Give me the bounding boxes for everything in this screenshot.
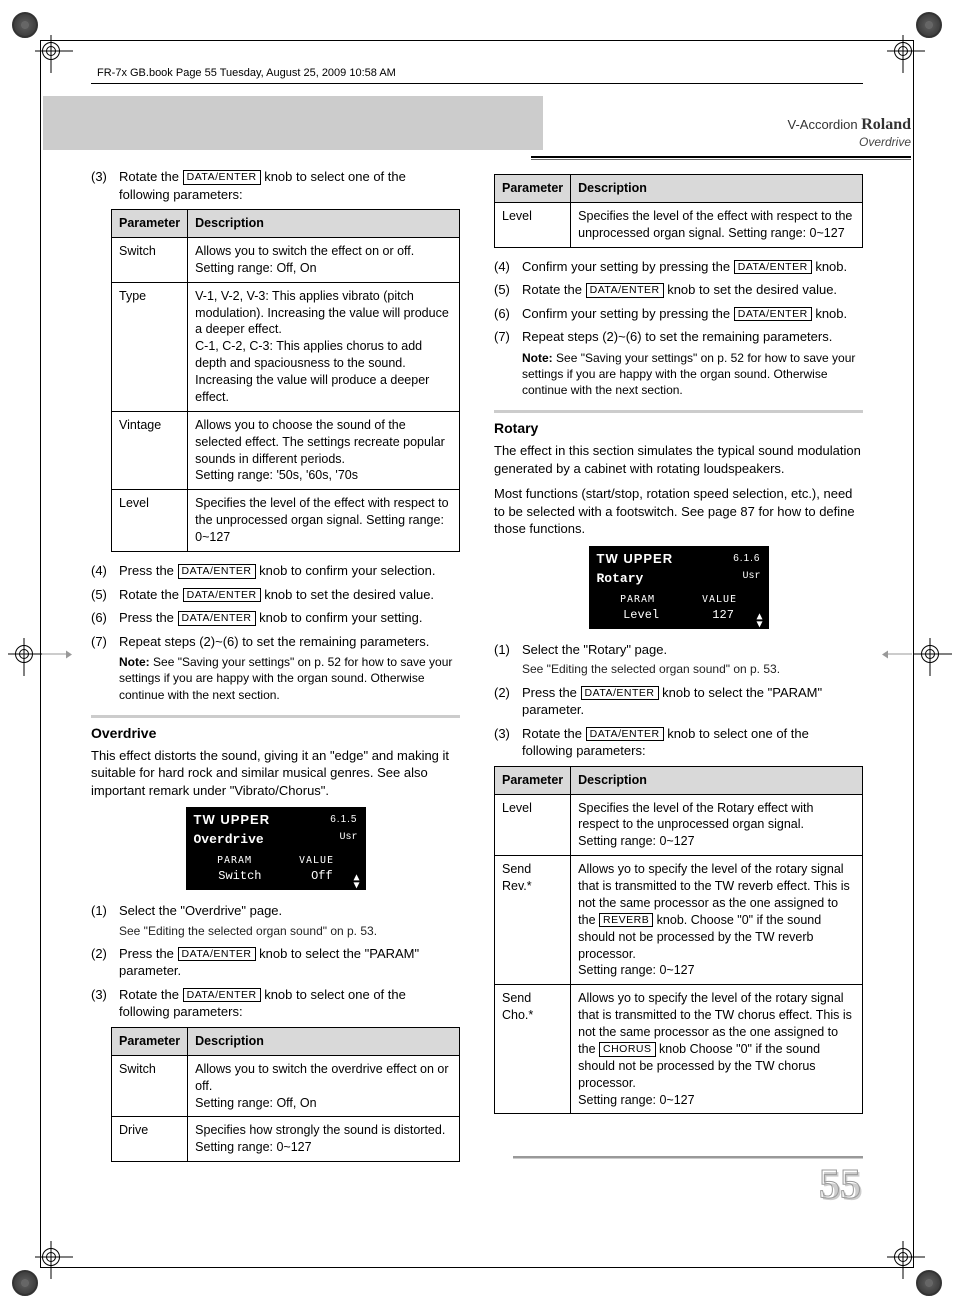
data-enter-button: DATA/ENTER [581,686,659,701]
param-cell: Drive [112,1117,188,1162]
rotary-heading: Rotary [494,410,863,438]
step-text: Rotate the DATA/ENTER knob to select one… [119,168,460,203]
data-enter-button: DATA/ENTER [183,170,261,185]
desc-cell: Allows yo to specify the level of the ro… [571,856,863,985]
param-cell: Send Cho.* [495,985,571,1114]
desc-cell: V-1, V-2, V-3: This applies vibrato (pit… [188,282,460,411]
cropmark-left [8,638,40,670]
page-footer-rule [513,1156,863,1159]
param-cell: Vintage [112,411,188,490]
data-enter-button: DATA/ENTER [178,564,256,579]
rotary-table: Parameter Description LevelSpecifies the… [494,766,863,1115]
data-enter-button: DATA/ENTER [178,947,256,962]
corner-ornament-tr [916,12,942,38]
table-row: LevelSpecifies the level of the Rotary e… [495,794,863,856]
param-cell: Level [112,490,188,552]
desc-cell: Allows yo to specify the level of the ro… [571,985,863,1114]
left-column: (3) Rotate the DATA/ENTER knob to select… [91,168,460,1172]
param-cell: Level [495,202,571,247]
param-cell: Send Rev.* [495,856,571,985]
param-cell: Level [495,794,571,856]
level-table: Parameter Description LevelSpecifies the… [494,174,863,248]
overdrive-heading: Overdrive [91,715,460,743]
cropmark-right [914,638,946,670]
rotary-p2: Most functions (start/stop, rotation spe… [494,485,863,538]
page-header: V-Accordion Roland Overdrive [91,96,863,162]
table-row: TypeV-1, V-2, V-3: This applies vibrato … [112,282,460,411]
table-row: LevelSpecifies the level of the effect w… [495,202,863,247]
data-enter-button: DATA/ENTER [178,611,256,626]
table-row: DriveSpecifies how strongly the sound is… [112,1117,460,1162]
param-cell: Switch [112,237,188,282]
desc-cell: Allows you to choose the sound of the se… [188,411,460,490]
table-header: Parameter [495,766,571,794]
table-row: VintageAllows you to choose the sound of… [112,411,460,490]
param-cell: Type [112,282,188,411]
lcd-rotary: TW UPPER6.1.6 RotaryUsr PARAMVALUE Level… [589,546,769,629]
book-header: FR-7x GB.book Page 55 Tuesday, August 25… [91,63,863,84]
table-header: Parameter [112,210,188,238]
data-enter-button: DATA/ENTER [183,588,261,603]
header-grey-bar [43,96,543,150]
rotary-p1: The effect in this section simulates the… [494,442,863,477]
desc-cell: Specifies the level of the Rotary effect… [571,794,863,856]
note-label: Note: [119,655,150,669]
data-enter-button: DATA/ENTER [586,283,664,298]
page-number: 55 55 [821,1163,863,1211]
table-row: SwitchAllows you to switch the overdrive… [112,1055,460,1117]
desc-cell: Allows you to switch the overdrive effec… [188,1055,460,1117]
param-cell: Switch [112,1055,188,1117]
desc-cell: Specifies the level of the effect with r… [571,202,863,247]
header-right: V-Accordion Roland Overdrive [787,116,911,149]
brand-name: Roland [861,116,911,133]
product-name: V-Accordion [787,117,857,132]
data-enter-button: DATA/ENTER [586,727,664,742]
lcd-overdrive: TW UPPER6.1.5 OverdriveUsr PARAMVALUE Sw… [186,807,366,890]
table-row: LevelSpecifies the level of the effect w… [112,490,460,552]
table-row: Send Cho.*Allows yo to specify the level… [495,985,863,1114]
table-row: Send Rev.*Allows yo to specify the level… [495,856,863,985]
header-rule [531,156,911,160]
corner-ornament-br [916,1270,942,1296]
step-num: (3) [91,168,113,203]
overdrive-text: This effect distorts the sound, giving i… [91,747,460,800]
desc-cell: Specifies the level of the effect with r… [188,490,460,552]
right-column: Parameter Description LevelSpecifies the… [494,168,863,1172]
table-header: Description [188,210,460,238]
table-header: Parameter [495,175,571,203]
header-subtitle: Overdrive [859,135,911,149]
data-enter-button: DATA/ENTER [734,307,812,322]
desc-cell: Specifies how strongly the sound is dist… [188,1117,460,1162]
table-header: Parameter [112,1027,188,1055]
table-header: Description [571,175,863,203]
overdrive-table: Parameter Description SwitchAllows you t… [111,1027,460,1162]
chorus-button: CHORUS [599,1042,656,1057]
reverb-button: REVERB [599,913,653,928]
data-enter-button: DATA/ENTER [734,260,812,275]
desc-cell: Allows you to switch the effect on or of… [188,237,460,282]
page-frame: FR-7x GB.book Page 55 Tuesday, August 25… [40,40,914,1268]
vibrato-table: Parameter Description SwitchAllows you t… [111,209,460,552]
data-enter-button: DATA/ENTER [183,988,261,1003]
corner-ornament-bl [12,1270,38,1296]
note-label: Note: [522,351,553,365]
table-header: Description [571,766,863,794]
table-header: Description [188,1027,460,1055]
table-row: SwitchAllows you to switch the effect on… [112,237,460,282]
